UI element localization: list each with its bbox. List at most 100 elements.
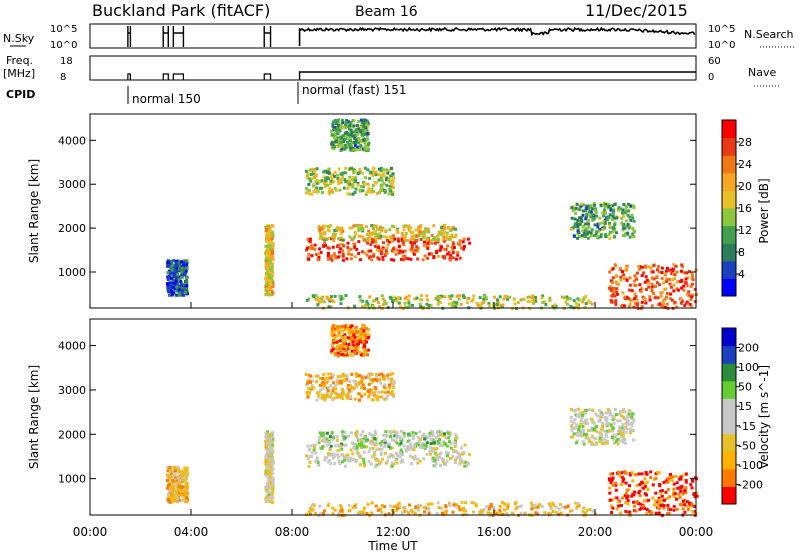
velocity-cell (331, 389, 335, 393)
velocity-cell (344, 342, 348, 346)
site-title: Buckland Park (fitACF) (92, 1, 270, 20)
velocity-cell (385, 396, 389, 400)
power-cell (311, 184, 315, 188)
velocity-cell (375, 374, 379, 378)
power-ytick-label: 3000 (58, 178, 86, 191)
velocity-cell (350, 349, 354, 353)
power-cell (619, 207, 623, 211)
power-cell (410, 244, 414, 248)
power-cell (416, 257, 420, 261)
power-cell (640, 286, 644, 290)
velocity-cell (679, 485, 683, 489)
velocity-cell (599, 413, 603, 417)
power-cell (688, 302, 692, 306)
velocity-cell (165, 473, 169, 477)
power-cell (174, 293, 178, 297)
velocity-cell (320, 435, 324, 439)
power-cell (407, 257, 411, 261)
velocity-cell (588, 508, 592, 511)
velocity-cell (393, 434, 397, 438)
velocity-cell (377, 460, 381, 464)
power-cell (666, 292, 670, 295)
power-cell (313, 167, 317, 171)
velocity-cell (612, 441, 616, 445)
velocity-cell (346, 347, 349, 351)
velocity-cell (611, 472, 615, 476)
power-cell (180, 267, 184, 271)
velocity-cell (265, 484, 268, 488)
velocity-cell (361, 352, 365, 355)
power-cell (668, 297, 672, 301)
velocity-cell (569, 407, 573, 411)
power-cell (423, 240, 426, 244)
power-cell (380, 229, 384, 233)
power-cell (358, 167, 362, 171)
power-cell (359, 130, 363, 134)
velocity-cell (331, 325, 335, 329)
velocity-cell (313, 445, 316, 449)
power-cell (366, 168, 370, 172)
velocity-cell (474, 504, 478, 508)
power-cell (271, 230, 275, 234)
velocity-cell (681, 492, 685, 496)
power-cell (687, 293, 691, 297)
velocity-cell (181, 470, 185, 474)
power-cell (265, 249, 269, 253)
power-cell (613, 294, 617, 298)
power-cell (363, 182, 367, 186)
power-cell (306, 174, 310, 178)
power-cell (267, 269, 271, 272)
power-cell (603, 233, 607, 237)
velocity-cell (658, 482, 662, 486)
velocity-cell (356, 511, 360, 515)
power-cell (609, 288, 613, 292)
velocity-cell (462, 509, 466, 513)
velocity-cell (320, 387, 324, 391)
power-cell (461, 294, 465, 298)
power-cell (342, 186, 346, 190)
velocity-cell (183, 479, 186, 483)
velocity-cell (632, 438, 635, 442)
velocity-cell (416, 457, 420, 461)
power-cell (493, 295, 497, 299)
velocity-cell (392, 383, 396, 387)
power-cell (322, 180, 326, 184)
power-cell (337, 179, 341, 183)
power-cell (339, 177, 343, 181)
velocity-cell (557, 507, 561, 511)
power-cell (308, 192, 312, 196)
power-cell (612, 290, 616, 294)
velocity-cell (447, 436, 451, 440)
power-cell (646, 281, 650, 285)
power-cell (447, 250, 451, 254)
velocity-cell (583, 432, 586, 436)
power-cell (329, 175, 333, 179)
power-cell (339, 247, 343, 251)
power-cell (365, 132, 369, 136)
velocity-cell (330, 327, 334, 331)
power-cell (487, 302, 491, 305)
power-cell (573, 234, 576, 238)
xtick-label: 20:00 (578, 525, 613, 539)
velocity-cell (367, 393, 371, 397)
velocity-cell (358, 456, 362, 459)
power-cell (176, 259, 180, 263)
velocity-cell (390, 464, 394, 468)
velocity-cell (608, 491, 612, 495)
power-cell (577, 303, 581, 307)
power-cell (436, 297, 440, 301)
power-cell (374, 244, 378, 248)
power-cell (385, 246, 389, 250)
power-cell (326, 183, 330, 187)
velocity-cell (338, 344, 342, 347)
power-cell (687, 270, 691, 273)
velocity-cell (638, 502, 642, 506)
power-cell (166, 286, 170, 290)
power-cell (363, 166, 367, 170)
velocity-cell (368, 388, 372, 391)
power-cell (633, 274, 637, 278)
velocity-cell (379, 381, 383, 385)
velocity-cell (340, 508, 344, 512)
